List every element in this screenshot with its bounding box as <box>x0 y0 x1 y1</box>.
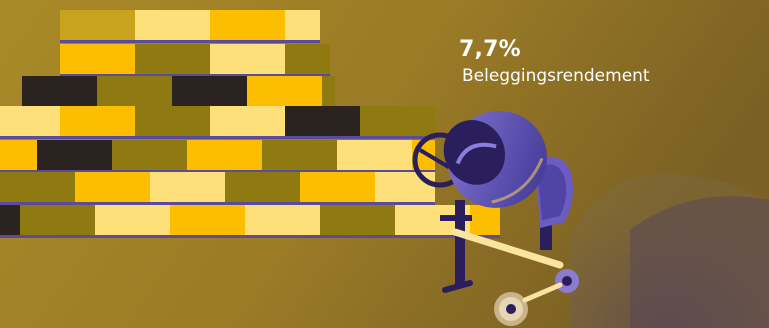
brick <box>60 106 135 136</box>
mixer-icon <box>412 110 579 326</box>
brick <box>0 140 37 170</box>
mortar-line <box>0 235 500 238</box>
brick <box>360 106 435 136</box>
stat-value: 7,7% <box>459 37 521 62</box>
brick <box>22 76 97 106</box>
brick <box>75 172 150 202</box>
brick <box>285 106 360 136</box>
brick <box>60 44 135 74</box>
brick <box>285 44 330 74</box>
brick <box>320 205 395 235</box>
brick <box>60 10 135 40</box>
brick <box>470 205 500 235</box>
brick <box>375 172 435 202</box>
brick <box>247 76 322 106</box>
brick <box>210 10 285 40</box>
hills-icon <box>570 173 769 328</box>
brick <box>172 76 247 106</box>
mortar-line <box>60 40 320 43</box>
brick <box>245 205 320 235</box>
stat-block: 7,7% Beleggingsrendement <box>459 37 650 87</box>
mortar-line <box>0 136 435 139</box>
brick <box>95 205 170 235</box>
mortar-line <box>60 74 330 77</box>
brick <box>322 76 335 106</box>
stat-label: Beleggingsrendement <box>462 66 650 87</box>
brick <box>135 106 210 136</box>
bricks-icon <box>0 10 500 238</box>
mortar-line <box>0 170 435 173</box>
brick <box>187 140 262 170</box>
brick <box>0 205 20 235</box>
brick <box>300 172 375 202</box>
brick <box>285 10 320 40</box>
brick <box>112 140 187 170</box>
brick <box>150 172 225 202</box>
brick <box>20 205 95 235</box>
brick <box>262 140 337 170</box>
brick <box>135 10 210 40</box>
brick <box>210 106 285 136</box>
brick <box>170 205 245 235</box>
mortar-line <box>0 202 435 205</box>
brick <box>135 44 210 74</box>
brick <box>210 44 285 74</box>
brick <box>225 172 300 202</box>
brick <box>0 172 75 202</box>
brick <box>337 140 412 170</box>
brick <box>37 140 112 170</box>
brick <box>0 106 60 136</box>
brick <box>97 76 172 106</box>
